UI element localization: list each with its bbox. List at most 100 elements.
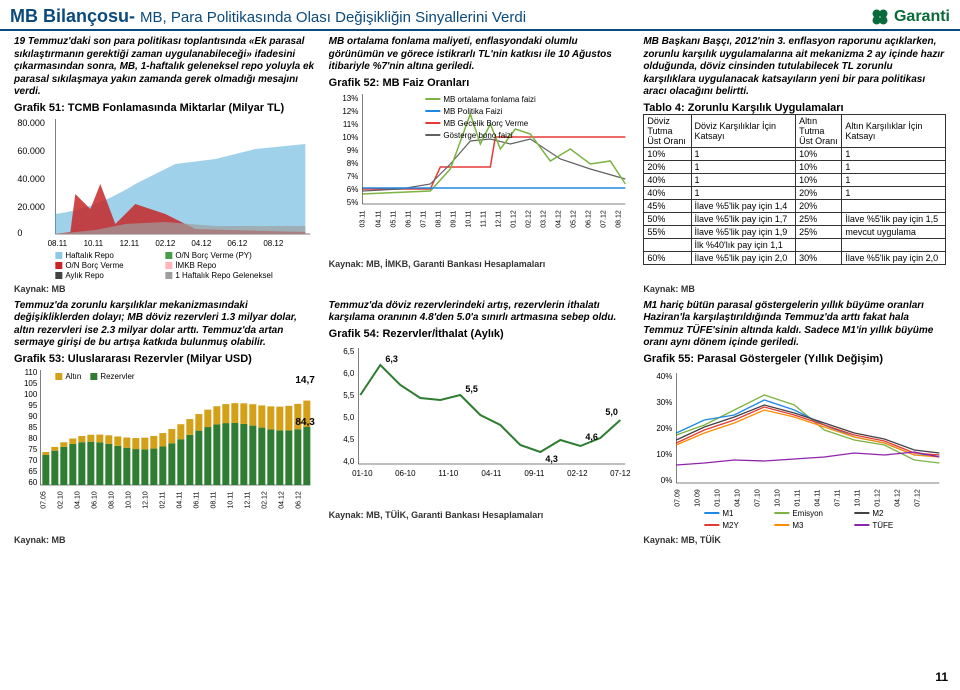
- td: İlave %5'lik pay için 2,0: [842, 251, 946, 264]
- svg-text:Haftalık Repo: Haftalık Repo: [65, 251, 114, 260]
- svg-text:06-10: 06-10: [395, 469, 416, 478]
- svg-text:10%: 10%: [657, 450, 673, 459]
- svg-text:11-10: 11-10: [438, 469, 458, 478]
- source-r2-right: Kaynak: MB, TÜİK: [643, 535, 946, 545]
- svg-text:06.10: 06.10: [91, 491, 98, 509]
- intro-r2-right: M1 hariç bütün parasal göstergelerin yıl…: [643, 300, 946, 350]
- svg-text:12.11: 12.11: [120, 239, 140, 248]
- svg-text:40.000: 40.000: [17, 174, 45, 184]
- svg-text:5,0: 5,0: [605, 407, 618, 417]
- svg-text:75: 75: [28, 445, 37, 454]
- svg-text:08.12: 08.12: [615, 210, 622, 228]
- svg-text:11.11: 11.11: [480, 210, 487, 227]
- svg-text:70: 70: [28, 456, 37, 465]
- td: İlave %5'lik pay için 1,4: [691, 199, 796, 212]
- td: 55%: [644, 225, 691, 238]
- intro-r1-right: MB Başkanı Başçı, 2012'nin 3. enflasyon …: [643, 36, 946, 99]
- svg-text:84,3: 84,3: [295, 417, 315, 428]
- svg-text:6%: 6%: [346, 185, 358, 194]
- clover-icon: [870, 7, 890, 27]
- svg-text:08.11: 08.11: [210, 491, 217, 508]
- svg-text:30%: 30%: [657, 398, 673, 407]
- th: Döviz Tutma Üst Oranı: [644, 114, 691, 147]
- td: 20%: [644, 160, 691, 173]
- td: [796, 238, 842, 251]
- source-r1-left: Kaynak: MB: [14, 284, 317, 294]
- td: 1: [842, 160, 946, 173]
- svg-text:10.11: 10.11: [465, 210, 472, 227]
- svg-text:07-12: 07-12: [610, 469, 631, 478]
- svg-text:O/N Borç Verme: O/N Borç Verme: [65, 261, 124, 270]
- cell-r2-right: M1 hariç bütün parasal göstergelerin yıl…: [639, 299, 950, 546]
- svg-text:M3: M3: [793, 521, 805, 530]
- svg-text:04.11: 04.11: [375, 210, 382, 227]
- svg-text:08.12: 08.12: [263, 239, 284, 248]
- source-r2-left: Kaynak: MB: [14, 535, 317, 545]
- td: 40%: [644, 186, 691, 199]
- svg-text:105: 105: [24, 379, 38, 388]
- svg-text:5,5: 5,5: [465, 384, 478, 394]
- td: 1: [842, 147, 946, 160]
- svg-text:10.10: 10.10: [775, 489, 782, 507]
- td: 25%: [796, 225, 842, 238]
- svg-text:Gösterge bono faizi: Gösterge bono faizi: [443, 131, 513, 140]
- svg-text:14,7: 14,7: [295, 375, 315, 386]
- svg-text:MB Gecelik Borç Verme: MB Gecelik Borç Verme: [443, 119, 528, 128]
- td: mevcut uygulama: [842, 225, 946, 238]
- svg-text:40%: 40%: [657, 372, 673, 381]
- svg-text:02.11: 02.11: [159, 491, 166, 508]
- cell-r2-left: Temmuz'da zorunlu karşılıklar mekanizmas…: [10, 299, 321, 546]
- svg-text:20%: 20%: [657, 424, 673, 433]
- cell-r1-left: 19 Temmuz'daki son para politikası topla…: [10, 35, 321, 295]
- svg-text:10%: 10%: [342, 133, 358, 142]
- intro-r1-left: 19 Temmuz'daki son para politikası topla…: [14, 36, 317, 99]
- svg-text:04.12: 04.12: [278, 491, 285, 509]
- th: Döviz Karşılıklar İçin Katsayı: [691, 114, 796, 147]
- page-title: MB Bilançosu- MB, Para Politikasında Ola…: [10, 6, 526, 27]
- td: 1: [691, 160, 796, 173]
- svg-text:12.11: 12.11: [495, 210, 502, 227]
- svg-text:04-11: 04-11: [481, 469, 501, 478]
- svg-text:08.11: 08.11: [435, 210, 442, 227]
- svg-text:03.12: 03.12: [540, 210, 547, 228]
- td: 30%: [796, 251, 842, 264]
- svg-text:10.11: 10.11: [227, 491, 234, 508]
- chart-52: 13%12%11% 10%9%8% 7%6%5% 03.11 04.11 05.…: [329, 89, 632, 259]
- td: 45%: [644, 199, 691, 212]
- svg-text:07.12: 07.12: [915, 489, 922, 507]
- svg-text:07.12: 07.12: [600, 210, 607, 228]
- svg-text:05.11: 05.11: [390, 210, 397, 227]
- td: 20%: [796, 186, 842, 199]
- td: İlk %40'lık pay için 1,1: [691, 238, 796, 251]
- td: İlave %5'lik pay için 2,0: [691, 251, 796, 264]
- th: Altın Karşılıklar İçin Katsayı: [842, 114, 946, 147]
- svg-text:09-11: 09-11: [524, 469, 544, 478]
- svg-text:06.11: 06.11: [193, 491, 200, 508]
- svg-text:60.000: 60.000: [17, 146, 45, 156]
- svg-text:Emisyon: Emisyon: [793, 509, 824, 518]
- svg-text:M2: M2: [873, 509, 885, 518]
- svg-text:6,3: 6,3: [385, 354, 398, 364]
- svg-text:04.10: 04.10: [74, 491, 81, 509]
- chart-54: 6,56,05,5 5,04,54,0 6,3 5,5 4,3 4,6 5,0 …: [329, 340, 632, 510]
- svg-text:Rezervler: Rezervler: [100, 372, 135, 381]
- svg-text:02.12: 02.12: [261, 491, 268, 509]
- svg-text:01.10: 01.10: [715, 489, 722, 507]
- source-r1-mid: Kaynak: MB, İMKB, Garanti Bankası Hesapl…: [329, 259, 632, 269]
- svg-text:04.12: 04.12: [555, 210, 562, 228]
- svg-text:07.11: 07.11: [420, 210, 427, 227]
- td: 10%: [644, 147, 691, 160]
- cell-r1-right: MB Başkanı Başçı, 2012'nin 3. enflasyon …: [639, 35, 950, 295]
- chart-title-51: Grafik 51: TCMB Fonlamasında Miktarlar (…: [14, 102, 317, 114]
- svg-text:10.11: 10.11: [84, 239, 104, 248]
- svg-text:06.12: 06.12: [295, 491, 302, 509]
- svg-text:5,0: 5,0: [343, 413, 355, 422]
- svg-text:0%: 0%: [661, 476, 673, 485]
- td: İlave %5'lik pay için 1,5: [842, 212, 946, 225]
- svg-text:04.11: 04.11: [176, 491, 183, 508]
- svg-text:60: 60: [28, 478, 37, 487]
- source-r1-right: Kaynak: MB: [643, 284, 946, 294]
- svg-text:07.10: 07.10: [755, 489, 762, 507]
- svg-text:O/N Borç Verme (PY): O/N Borç Verme (PY): [175, 251, 252, 260]
- svg-text:06.12: 06.12: [585, 210, 592, 228]
